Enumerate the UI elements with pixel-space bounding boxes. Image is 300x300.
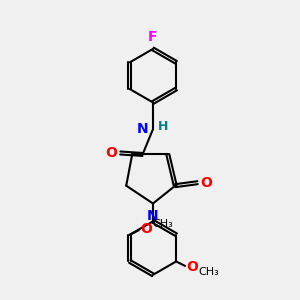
Text: N: N: [147, 209, 159, 224]
Text: F: F: [148, 30, 158, 44]
Text: CH₃: CH₃: [198, 267, 219, 277]
Text: N: N: [137, 122, 148, 136]
Text: CH₃: CH₃: [152, 219, 173, 229]
Text: O: O: [105, 146, 117, 160]
Text: O: O: [200, 176, 212, 190]
Text: O: O: [187, 260, 198, 274]
Text: H: H: [158, 120, 169, 133]
Text: O: O: [140, 222, 152, 236]
